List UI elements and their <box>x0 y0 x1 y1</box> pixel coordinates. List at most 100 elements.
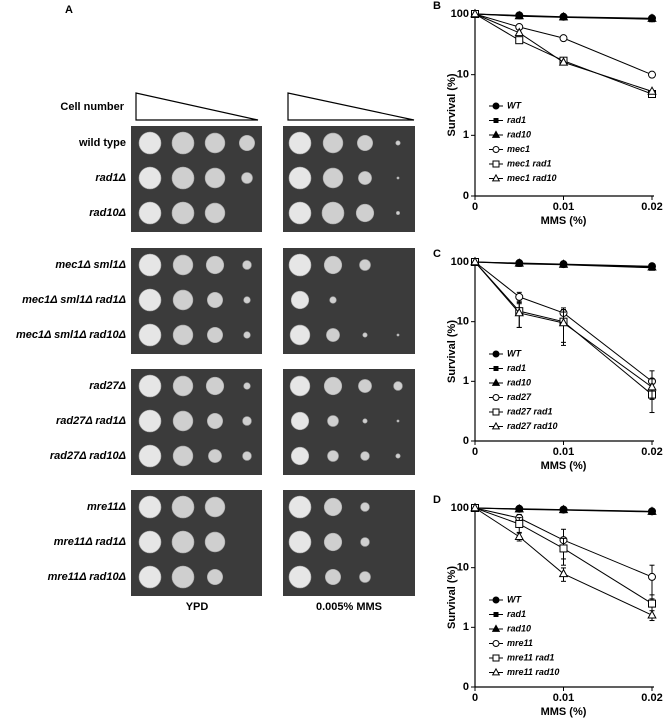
data-point <box>558 259 569 268</box>
data-line <box>474 261 653 395</box>
data-line <box>474 507 653 605</box>
colony-spot <box>360 502 370 512</box>
y-tick-label: 0 <box>463 435 469 447</box>
legend-marker <box>491 421 501 430</box>
colony-spot <box>396 419 400 423</box>
colony-spot <box>242 260 252 270</box>
error-bar <box>561 311 566 343</box>
strain-label: rad1Δ <box>95 172 126 184</box>
x-tick-label: 0 <box>472 446 478 458</box>
legend-marker <box>492 596 500 604</box>
colony-spot <box>171 565 195 589</box>
x-tick-label: 0.02 <box>641 692 662 704</box>
data-point <box>514 503 524 513</box>
legend-marker <box>491 667 501 676</box>
colony-spot <box>138 409 162 433</box>
colony-spot <box>359 259 371 271</box>
strain-label: rad27Δ rad10Δ <box>50 450 126 462</box>
colony-spot <box>360 451 370 461</box>
data-line <box>474 13 653 76</box>
colony-spot <box>323 497 343 517</box>
legend-label: rad1 <box>507 609 526 619</box>
colony-spot <box>204 202 226 224</box>
data-point <box>559 34 568 43</box>
colony-spot <box>172 410 194 432</box>
colony-spot <box>243 331 251 339</box>
legend-label: mec1 <box>507 144 530 154</box>
y-tick-label: 100 <box>451 256 469 268</box>
colony-spot <box>288 131 312 155</box>
data-point <box>647 13 657 22</box>
data-line <box>474 261 653 268</box>
data-line <box>474 507 653 616</box>
colony-spot <box>324 568 341 585</box>
colony-spot <box>288 253 312 277</box>
data-point <box>470 256 480 266</box>
x-tick-label: 0 <box>472 692 478 704</box>
legend-marker <box>493 612 499 617</box>
colony-spot <box>243 382 251 390</box>
colony-spot <box>393 381 403 391</box>
colony-spot <box>395 140 401 146</box>
colony-spot <box>207 568 224 585</box>
colony-spot <box>204 496 226 518</box>
legend-marker <box>492 394 500 401</box>
data-point <box>647 261 657 271</box>
legend-marker <box>492 102 500 110</box>
colony-spot <box>171 530 195 554</box>
colony-spot <box>204 531 226 553</box>
data-line <box>474 507 653 578</box>
colony-spot <box>358 171 372 185</box>
data-point <box>558 11 569 21</box>
data-line <box>474 13 653 92</box>
data-point <box>648 70 656 79</box>
dilution-wedge <box>287 92 415 121</box>
legend-label: rad10 <box>507 623 531 633</box>
data-point <box>558 568 569 578</box>
legend-marker <box>491 378 501 386</box>
legend-label: rad1 <box>507 363 526 373</box>
colony-spot <box>204 132 226 154</box>
panel-label: C <box>433 248 441 260</box>
colony-spot <box>171 201 195 225</box>
colony-spot <box>138 166 162 190</box>
data-line <box>474 507 653 513</box>
colony-spot <box>396 211 400 215</box>
data-point <box>514 258 524 267</box>
data-line <box>474 261 653 388</box>
cell-number-label: Cell number <box>60 101 124 113</box>
data-point <box>470 502 480 512</box>
legend-marker <box>492 146 500 153</box>
colony-spot <box>288 495 312 519</box>
error-bar <box>649 564 655 600</box>
x-tick-label: 0.01 <box>553 201 574 213</box>
panel-label: B <box>433 0 441 12</box>
y-axis-label: Survival (%) <box>446 73 458 136</box>
legend-marker <box>492 408 500 416</box>
data-point <box>558 504 569 514</box>
colony-spot <box>138 323 162 347</box>
legend-marker <box>493 366 499 371</box>
colony-spot <box>288 565 312 589</box>
data-point <box>647 381 657 391</box>
colony-spot <box>289 375 311 397</box>
legend-label: WT <box>507 348 522 358</box>
colony-spot <box>138 374 162 398</box>
colony-spot <box>322 132 344 154</box>
plate-label: YPD <box>186 601 209 613</box>
colony-spot <box>207 326 224 343</box>
legend-label: mre11 rad1 <box>507 652 554 662</box>
colony-spot <box>172 375 194 397</box>
colony-spot <box>290 446 310 466</box>
legend-label: WT <box>507 100 522 110</box>
colony-spot <box>205 376 225 396</box>
data-point <box>648 572 656 581</box>
colony-spot <box>288 201 312 225</box>
panel-label: A <box>65 4 73 16</box>
data-point <box>514 27 524 37</box>
legend-marker <box>491 173 501 182</box>
y-tick-label: 1 <box>463 621 469 633</box>
colony-spot <box>290 411 310 431</box>
colony-spot <box>172 254 194 276</box>
colony-spot <box>138 131 162 155</box>
